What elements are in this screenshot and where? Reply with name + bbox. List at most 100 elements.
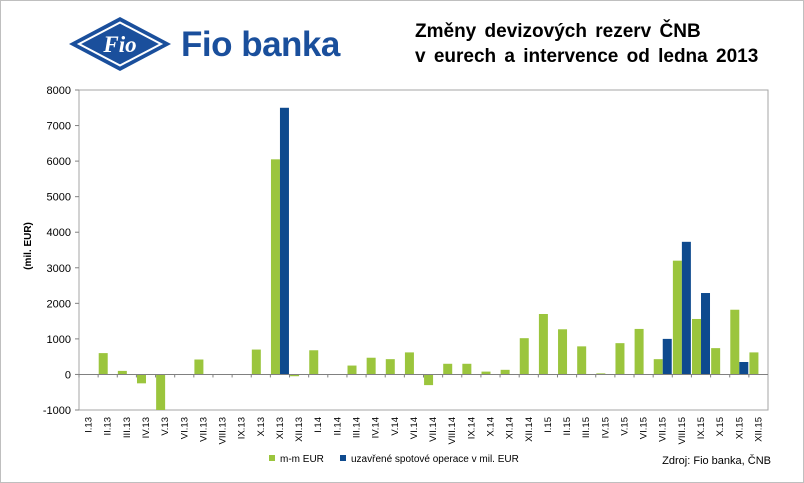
x-tick-label: IX.13 xyxy=(237,417,248,439)
bar-series-1-VI.15 xyxy=(634,328,644,375)
x-tick-label: V.14 xyxy=(390,417,401,436)
bar-series-1-I.15 xyxy=(538,314,548,375)
bar-series-1-VIII.14 xyxy=(443,363,453,375)
bar-series-1-VI.14 xyxy=(404,352,414,375)
y-tick-label: 7000 xyxy=(47,121,71,133)
bar-series-1-X.14 xyxy=(481,371,491,375)
legend-swatch-spot-operations xyxy=(340,455,346,461)
bar-series-1-VII.13 xyxy=(194,359,204,375)
bar-series-1-V.13 xyxy=(156,374,166,410)
x-tick-label: VI.14 xyxy=(409,417,420,439)
bar-series-2-VII.15 xyxy=(662,338,672,375)
y-tick-label: 0 xyxy=(65,369,71,381)
x-tick-label: I.13 xyxy=(84,417,95,433)
x-tick-label: VII.15 xyxy=(658,417,669,442)
x-tick-label: IV.13 xyxy=(141,417,152,438)
bar-series-1-III.13 xyxy=(117,370,127,375)
chart-title-line-2: v eurech a intervence od ledna 2013 xyxy=(415,46,759,67)
bar-series-1-III.15 xyxy=(577,346,587,375)
bar-series-1-III.14 xyxy=(347,365,357,375)
x-tick-label: III.14 xyxy=(352,417,363,438)
bar-series-2-XI.15 xyxy=(739,362,749,375)
x-tick-label: X.13 xyxy=(256,417,267,437)
x-tick-label: VII.14 xyxy=(428,417,439,442)
x-tick-label: II.14 xyxy=(332,417,343,436)
x-tick-label: XII.15 xyxy=(753,417,764,442)
bar-series-1-II.13 xyxy=(98,353,108,375)
x-tick-label: X.15 xyxy=(715,417,726,437)
bar-series-1-XII.14 xyxy=(519,338,529,375)
x-tick-label: XI.13 xyxy=(275,417,286,439)
bar-series-1-X.15 xyxy=(711,348,721,375)
x-tick-label: II.13 xyxy=(103,417,114,436)
x-tick-label: VIII.14 xyxy=(447,417,458,444)
bar-series-1-XI.14 xyxy=(500,369,510,375)
chart-title-line-1: Změny devizových rezerv ČNB xyxy=(415,21,701,42)
y-tick-label: 1000 xyxy=(47,334,71,346)
x-tick-label: IX.15 xyxy=(696,417,707,439)
bar-series-1-VII.14 xyxy=(424,374,434,386)
legend-label-m-m-eur: m-m EUR xyxy=(280,454,324,465)
x-tick-label: II.15 xyxy=(562,417,573,436)
fio-logo-icon: Fio xyxy=(69,17,171,71)
x-axis-labels: I.13 II.13 III.13 IV.13 V.13 VI.13 VII.13 VIII.… xyxy=(78,374,764,444)
x-tick-label: IV.14 xyxy=(371,417,382,438)
bar-series-1-XII.13 xyxy=(290,374,300,377)
x-tick-label: XI.14 xyxy=(505,417,516,439)
x-tick-label: IX.14 xyxy=(466,417,477,439)
bar-series-1-VII.15 xyxy=(653,359,663,375)
x-tick-label: X.14 xyxy=(485,417,496,437)
y-tick-label: 6000 xyxy=(47,156,71,168)
x-tick-label: XII.14 xyxy=(524,417,535,442)
bar-series-1-II.15 xyxy=(558,329,568,375)
y-tick-label: -1000 xyxy=(43,405,71,417)
legend-swatch-m-m-eur xyxy=(269,455,275,461)
x-tick-label: VI.13 xyxy=(179,417,190,439)
x-tick-label: I.15 xyxy=(543,417,554,433)
source-note: Zdroj: Fio banka, ČNB xyxy=(662,454,771,467)
bar-series-1-XI.15 xyxy=(730,309,740,375)
x-tick-label: XII.13 xyxy=(294,417,305,442)
bar-series-1-IX.15 xyxy=(692,318,702,375)
legend: m-m EUR uzavřené spotové operace v mil. … xyxy=(269,454,519,465)
bar-series-1-I.14 xyxy=(309,350,319,375)
x-tick-label: VII.13 xyxy=(198,417,209,442)
bar-series-1-X.13 xyxy=(251,349,261,375)
logo-text: Fio banka xyxy=(181,25,340,64)
x-tick-label: VI.15 xyxy=(639,417,650,439)
bar-series-1-V.15 xyxy=(615,343,625,375)
bar-series-1-IV.13 xyxy=(136,374,146,384)
y-axis-title: (mil. EUR) xyxy=(23,222,34,270)
bar-series-1-IV.15 xyxy=(596,373,606,375)
chart-title: Změny devizových rezerv ČNB v eurech a i… xyxy=(415,19,795,69)
bar-series-1-XI.13 xyxy=(270,159,280,375)
bar-series-2-IX.15 xyxy=(701,293,711,375)
bar-series-1-VIII.15 xyxy=(672,260,682,375)
y-tick-label: 8000 xyxy=(47,85,71,97)
x-tick-label: IV.15 xyxy=(600,417,611,438)
x-tick-label: V.15 xyxy=(619,417,630,436)
logo-mark-text: Fio xyxy=(102,32,136,57)
x-tick-label: III.13 xyxy=(122,417,133,438)
bar-series-2-VIII.15 xyxy=(681,241,691,375)
plot-area xyxy=(78,89,769,411)
legend-label-spot-operations: uzavřené spotové operace v mil. EUR xyxy=(351,454,519,465)
y-tick-label: 2000 xyxy=(47,298,71,310)
bar-series-1-IV.14 xyxy=(366,357,376,375)
x-tick-label: III.15 xyxy=(581,417,592,438)
y-axis: -1000 0 1000 2000 3000 4000 5000 6000 7000 8000 xyxy=(43,85,79,417)
bar-series-1-V.14 xyxy=(385,359,395,375)
y-tick-label: 4000 xyxy=(47,227,71,239)
bar-series-1-XII.15 xyxy=(749,352,759,375)
bar-series-1-IX.14 xyxy=(462,363,472,375)
x-tick-label: XI.15 xyxy=(734,417,745,439)
bars xyxy=(98,107,759,410)
x-tick-label: I.14 xyxy=(313,417,324,433)
bar-series-2-XI.13 xyxy=(279,107,289,375)
x-tick-label: VIII.15 xyxy=(677,417,688,444)
y-tick-label: 5000 xyxy=(47,192,71,204)
x-tick-label: V.13 xyxy=(160,417,171,436)
y-tick-label: 3000 xyxy=(47,263,71,275)
